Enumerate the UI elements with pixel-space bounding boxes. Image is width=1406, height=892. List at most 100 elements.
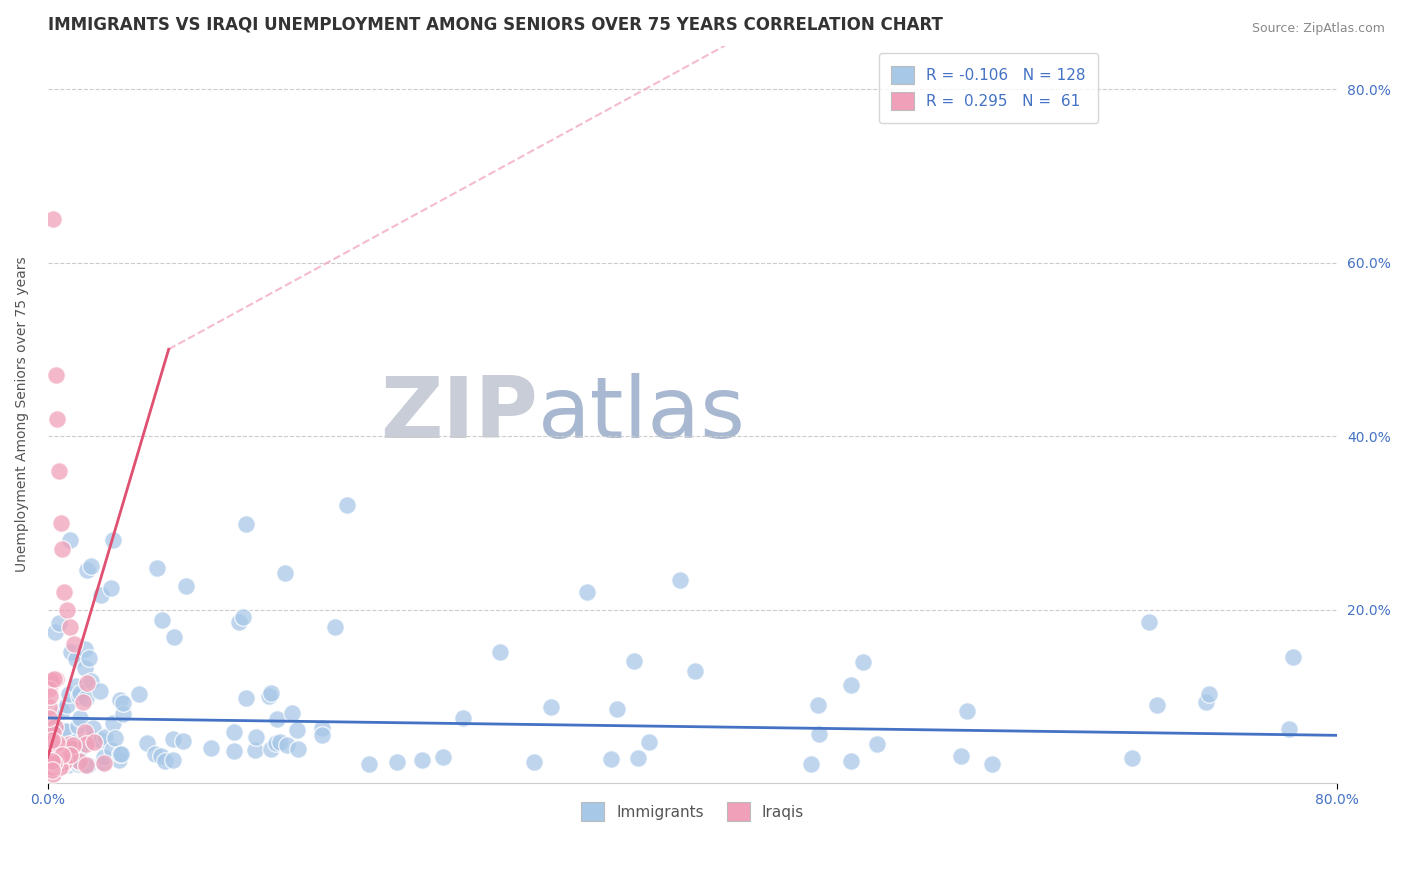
Point <box>266 712 288 726</box>
Point <box>128 687 150 701</box>
Point <box>489 645 512 659</box>
Point <box>66 733 89 747</box>
Point <box>311 728 333 742</box>
Point <box>58 737 80 751</box>
Point <box>222 744 245 758</box>
Point <box>69 740 91 755</box>
Point <box>162 731 184 746</box>
Point <box>110 693 132 707</box>
Point <box>228 615 250 629</box>
Point <box>950 748 973 763</box>
Point <box>52 756 75 770</box>
Point <box>245 743 267 757</box>
Point <box>41 754 63 768</box>
Point <box>1121 751 1143 765</box>
Point <box>385 755 408 769</box>
Point <box>76 675 98 690</box>
Point <box>245 731 267 745</box>
Point <box>224 725 246 739</box>
Point <box>866 737 889 751</box>
Point <box>55 723 77 738</box>
Point <box>42 766 65 780</box>
Point <box>79 734 101 748</box>
Point <box>807 698 830 712</box>
Point <box>76 563 98 577</box>
Point <box>66 757 89 772</box>
Point <box>42 749 65 764</box>
Point <box>60 741 83 756</box>
Point <box>44 672 66 686</box>
Point <box>39 673 62 688</box>
Point <box>287 723 309 737</box>
Point <box>51 704 73 718</box>
Y-axis label: Unemployment Among Seniors over 75 years: Unemployment Among Seniors over 75 years <box>15 257 30 572</box>
Point <box>45 742 67 756</box>
Point <box>56 698 79 713</box>
Point <box>90 732 112 747</box>
Point <box>82 732 104 747</box>
Text: atlas: atlas <box>538 373 745 456</box>
Point <box>44 720 66 734</box>
Point <box>523 755 546 769</box>
Point <box>91 755 114 769</box>
Point <box>67 719 90 733</box>
Point <box>38 759 60 773</box>
Point <box>108 753 131 767</box>
Point <box>75 691 97 706</box>
Point <box>800 756 823 771</box>
Point <box>257 689 280 703</box>
Point <box>100 581 122 595</box>
Point <box>432 749 454 764</box>
Point <box>41 212 63 227</box>
Point <box>93 730 115 744</box>
Point <box>45 736 67 750</box>
Point <box>112 696 135 710</box>
Point <box>540 700 562 714</box>
Point <box>38 711 60 725</box>
Point <box>163 630 186 644</box>
Point <box>606 702 628 716</box>
Point <box>200 740 222 755</box>
Point <box>357 756 380 771</box>
Point <box>58 748 80 763</box>
Point <box>38 682 60 697</box>
Point <box>150 748 173 763</box>
Point <box>41 733 63 747</box>
Point <box>39 724 62 739</box>
Point <box>38 739 60 753</box>
Point <box>575 585 598 599</box>
Point <box>39 751 62 765</box>
Point <box>60 645 83 659</box>
Point <box>82 733 104 747</box>
Point <box>259 742 281 756</box>
Point <box>45 672 67 686</box>
Text: IMMIGRANTS VS IRAQI UNEMPLOYMENT AMONG SENIORS OVER 75 YEARS CORRELATION CHART: IMMIGRANTS VS IRAQI UNEMPLOYMENT AMONG S… <box>48 15 942 33</box>
Point <box>49 752 72 766</box>
Point <box>155 754 177 768</box>
Point <box>45 747 67 761</box>
Point <box>93 756 115 771</box>
Point <box>323 620 346 634</box>
Point <box>48 615 70 630</box>
Point <box>41 736 63 750</box>
Point <box>52 585 75 599</box>
Point <box>82 721 104 735</box>
Point <box>135 736 157 750</box>
Point <box>90 588 112 602</box>
Point <box>841 678 863 692</box>
Point <box>1282 650 1305 665</box>
Point <box>260 686 283 700</box>
Point <box>75 758 97 772</box>
Point <box>77 650 100 665</box>
Point <box>808 727 831 741</box>
Point <box>51 723 73 737</box>
Point <box>49 760 72 774</box>
Point <box>45 368 67 383</box>
Point <box>62 754 84 768</box>
Point <box>42 763 65 777</box>
Point <box>1194 695 1216 709</box>
Point <box>235 690 257 705</box>
Point <box>44 753 66 767</box>
Point <box>58 758 80 772</box>
Point <box>112 706 135 721</box>
